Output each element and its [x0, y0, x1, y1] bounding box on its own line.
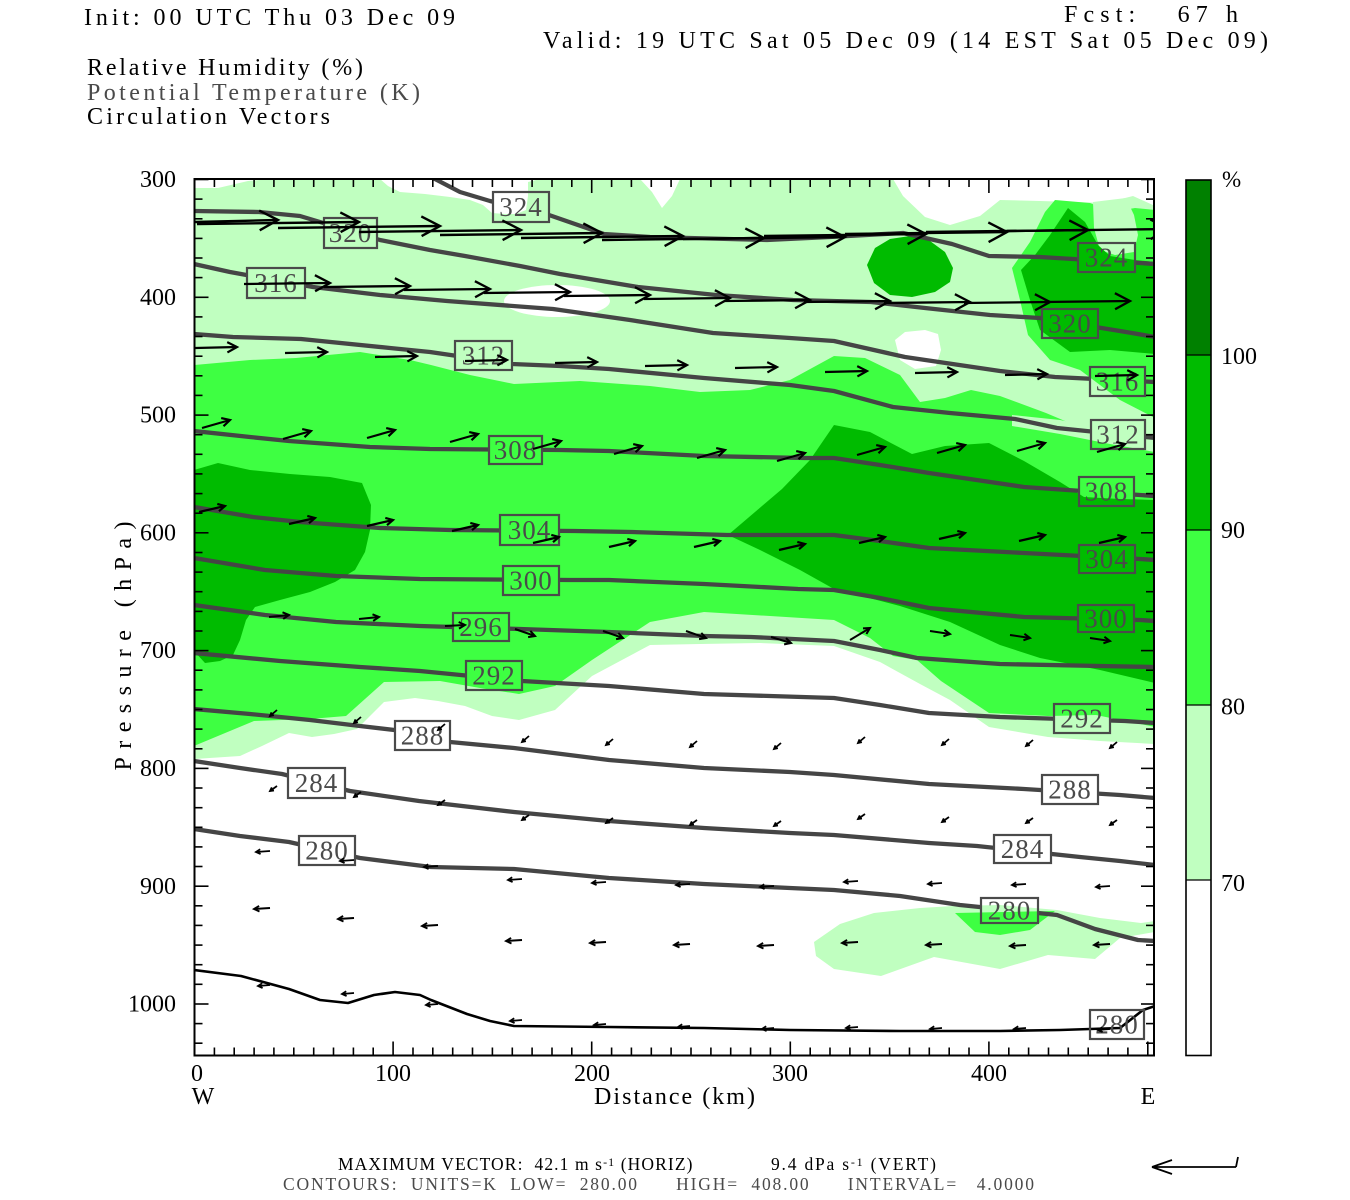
svg-text:70: 70	[1221, 871, 1245, 897]
svg-text:%: %	[1222, 167, 1241, 192]
svg-text:600: 600	[140, 520, 176, 546]
svg-text:Distance (km): Distance (km)	[594, 1084, 755, 1110]
svg-text:E: E	[1141, 1084, 1156, 1110]
svg-text:400: 400	[140, 285, 176, 311]
svg-text:90: 90	[1221, 518, 1245, 544]
svg-text:292: 292	[1060, 704, 1104, 734]
svg-text:W: W	[192, 1084, 215, 1110]
svg-text:200: 200	[574, 1061, 610, 1087]
svg-text:500: 500	[140, 403, 176, 429]
svg-text:304: 304	[1085, 544, 1129, 574]
svg-text:300: 300	[772, 1061, 808, 1087]
svg-text:324: 324	[1085, 243, 1129, 273]
svg-text:324: 324	[499, 192, 543, 222]
svg-text:0: 0	[191, 1061, 203, 1087]
svg-text:CONTOURS: UNITS=K LOW= 280.: CONTOURS: UNITS=K LOW= 280.00 HIGH= 408.…	[283, 1174, 1034, 1194]
svg-text:700: 700	[140, 638, 176, 664]
svg-text:284: 284	[295, 768, 339, 798]
svg-text:900: 900	[140, 874, 176, 900]
svg-text:1000: 1000	[128, 992, 176, 1018]
svg-text:80: 80	[1221, 695, 1245, 721]
svg-text:MAXIMUM VECTOR: 42.1 m s-1 (H: MAXIMUM VECTOR: 42.1 m s-1 (HORIZ)	[338, 1154, 694, 1174]
svg-text:Circulation Vectors: Circulation Vectors	[87, 104, 330, 130]
svg-text:300: 300	[140, 167, 176, 193]
svg-text:Potential Temperature (K): Potential Temperature (K)	[87, 80, 420, 106]
svg-text:308: 308	[494, 435, 538, 465]
svg-text:308: 308	[1085, 477, 1129, 507]
svg-text:100: 100	[1221, 344, 1257, 370]
svg-text:280: 280	[988, 896, 1032, 926]
svg-text:284: 284	[1001, 834, 1045, 864]
svg-text:100: 100	[375, 1061, 411, 1087]
svg-text:280: 280	[1095, 1010, 1139, 1040]
svg-text:9.4 dPa s-1 (VERT): 9.4 dPa s-1 (VERT)	[771, 1154, 938, 1174]
svg-text:288: 288	[1048, 775, 1092, 805]
svg-text:800: 800	[140, 756, 176, 782]
svg-text:300: 300	[1084, 604, 1128, 634]
svg-text:Init: 00 UTC Thu 03 Dec 09: Init: 00 UTC Thu 03 Dec 09	[84, 5, 455, 31]
svg-text:312: 312	[1096, 420, 1140, 450]
svg-text:320: 320	[1048, 309, 1092, 339]
svg-text:400: 400	[971, 1061, 1007, 1087]
svg-text:Relative Humidity (%): Relative Humidity (%)	[87, 55, 363, 81]
svg-text:300: 300	[509, 566, 553, 596]
svg-text:296: 296	[459, 612, 503, 642]
svg-text:292: 292	[472, 661, 516, 691]
svg-text:316: 316	[1096, 367, 1140, 397]
svg-text:288: 288	[401, 721, 445, 751]
